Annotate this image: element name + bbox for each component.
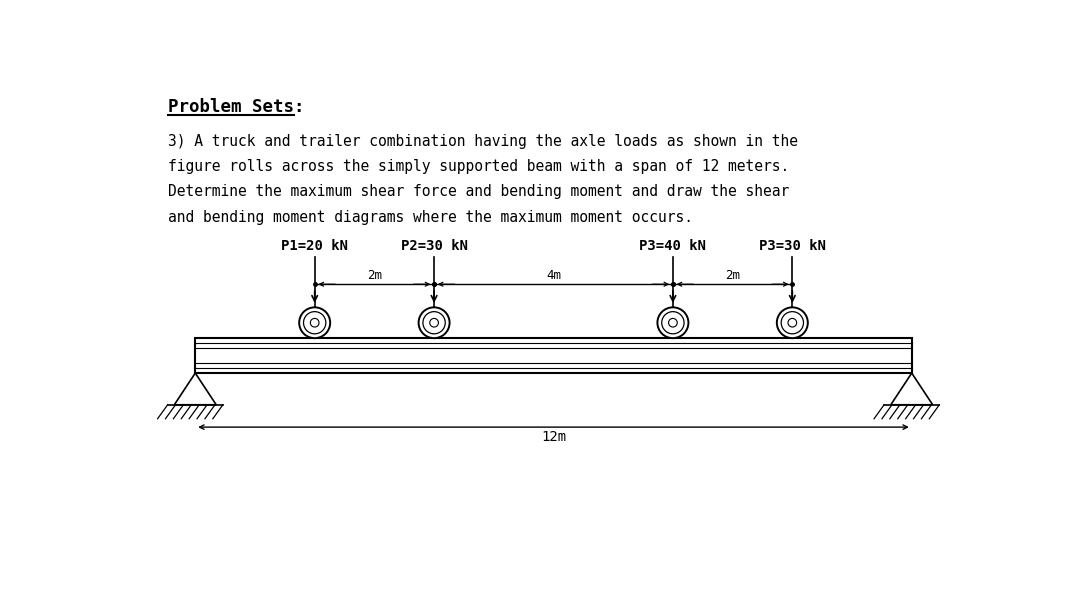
Text: 2m: 2m [367,269,382,282]
Text: 3) A truck and trailer combination having the axle loads as shown in the: 3) A truck and trailer combination havin… [168,134,798,149]
Circle shape [430,318,438,327]
Text: 2m: 2m [725,269,740,282]
Text: and bending moment diagrams where the maximum moment occurs.: and bending moment diagrams where the ma… [168,209,693,224]
Bar [195,338,912,373]
Text: 4m: 4m [546,269,561,282]
Text: P3=30 kN: P3=30 kN [759,240,826,253]
Circle shape [310,318,319,327]
Text: Problem Sets:: Problem Sets: [168,98,305,116]
Text: Determine the maximum shear force and bending moment and draw the shear: Determine the maximum shear force and be… [168,185,789,200]
Circle shape [788,318,797,327]
Circle shape [658,307,688,338]
Circle shape [303,312,326,334]
Circle shape [419,307,449,338]
Circle shape [781,312,804,334]
Circle shape [423,312,445,334]
Text: figure rolls across the simply supported beam with a span of 12 meters.: figure rolls across the simply supported… [168,159,789,174]
Circle shape [669,318,677,327]
Polygon shape [891,373,933,405]
Circle shape [299,307,330,338]
Text: P2=30 kN: P2=30 kN [401,240,468,253]
Circle shape [662,312,684,334]
Circle shape [777,307,808,338]
Polygon shape [174,373,216,405]
Text: P3=40 kN: P3=40 kN [639,240,706,253]
Text: P1=20 kN: P1=20 kN [281,240,348,253]
Text: 12m: 12m [541,430,566,444]
